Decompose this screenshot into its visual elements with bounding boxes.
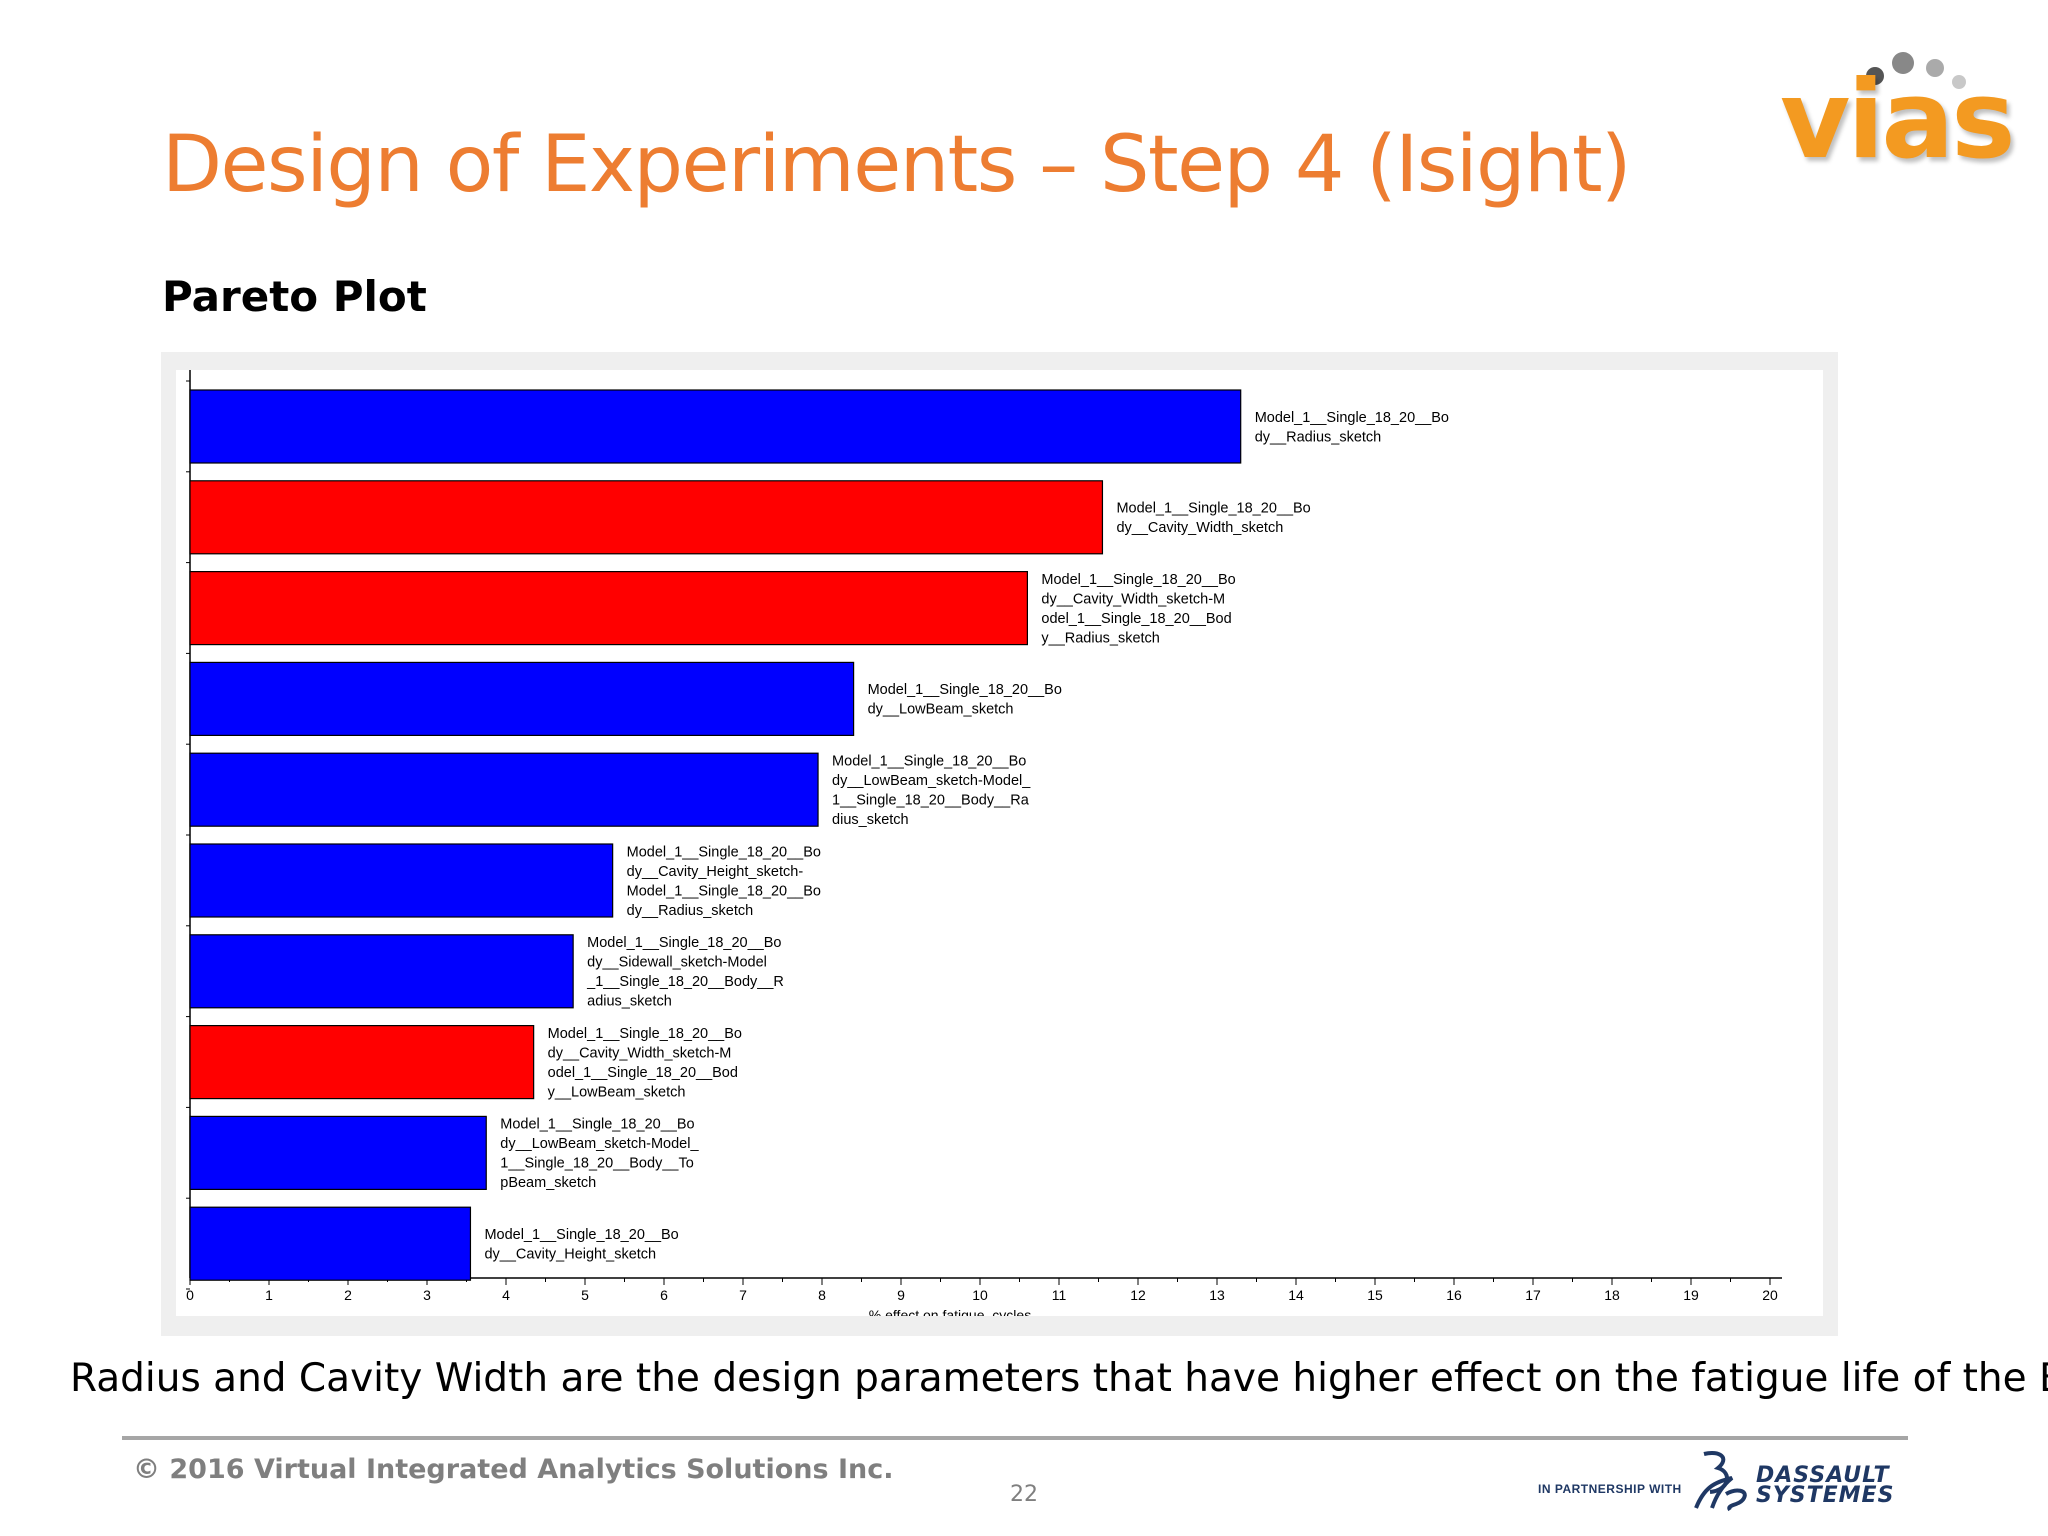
x-axis-label: % effect on fatigue_cycles [869,1307,1031,1316]
chart-svg: 0 1 2 3 4 5 6 7 8 9 10 11 12 13 14 15 16 17 18 19 20% effect… [186,370,1782,1316]
x-tick-label: 6 [660,1287,668,1303]
x-tick-label: 15 [1367,1287,1383,1303]
bar-label-line: dy__Cavity_Width_sketch-M [1041,591,1225,607]
x-tick-label: 16 [1446,1287,1462,1303]
plot-area: 0 1 2 3 4 5 6 7 8 9 10 11 12 13 14 15 16 17 18 19 20% effect… [176,370,1823,1316]
bar [189,1115,487,1191]
dassault-wordmark-line2: SYSTEMES [1756,1483,1895,1508]
bar-label-line: 1__Single_18_20__Body__To [500,1156,694,1172]
x-tick-label: 20 [1762,1287,1778,1303]
x-tick-label: 5 [581,1287,589,1303]
bar-label: Model_1__Single_18_20__Bo dy__Cavity_Widt… [1041,572,1235,647]
bar [189,843,614,918]
bar-label-line: Model_1__Single_18_20__Bo [627,844,821,860]
slide-title: Design of Experiments – Step 4 (Isight) [162,120,1631,210]
pareto-chart: 0 1 2 3 4 5 6 7 8 9 10 11 12 13 14 15 16 17 18 19 20% effect… [161,352,1838,1336]
bar-label-line: Model_1__Single_18_20__Bo [1255,410,1449,426]
bar-label-line: _1__Single_18_20__Body__R [586,974,784,990]
bar-label-line: pBeam_sketch [500,1175,596,1191]
bar-label: Model_1__Single_18_20__Bo dy__Cavity_Widt… [1116,501,1310,537]
bar-label-line: dius_sketch [832,812,909,828]
partner-label: IN PARTNERSHIP WITH [1538,1482,1682,1496]
bar-label: Model_1__Single_18_20__Bo dy__LowBeam_ske… [500,1117,699,1192]
x-tick-label: 0 [186,1287,194,1303]
logo-text: vias [1780,58,2016,183]
x-tick-label: 8 [818,1287,826,1303]
bar-label-line: odel_1__Single_18_20__Bod [548,1065,738,1081]
bar-label-line: Model_1__Single_18_20__Bo [627,883,821,899]
bar-label: Model_1__Single_18_20__Bo dy__Cavity_Heig… [627,844,821,919]
x-tick-label: 18 [1604,1287,1620,1303]
x-tick-label: 14 [1288,1287,1304,1303]
bar-label-line: dy__LowBeam_sketch [868,702,1014,718]
bar-label-line: Model_1__Single_18_20__Bo [484,1227,678,1243]
x-tick-label: 9 [897,1287,905,1303]
chart-heading: Pareto Plot [162,272,427,321]
bar [189,571,1029,646]
bar-label-line: dy__LowBeam_sketch-Model_ [500,1136,699,1152]
bar-label-line: adius_sketch [587,994,672,1010]
bar-label: Model_1__Single_18_20__Bo dy__Sidewall_sk… [586,935,784,1010]
bar-label-line: dy__Cavity_Width_sketch-M [548,1045,732,1061]
x-tick-label: 17 [1525,1287,1541,1303]
logo-dots-icon [1866,52,1966,89]
bar-label-line: dy__Radius_sketch [1255,429,1382,445]
bar-label-line: Model_1__Single_18_20__Bo [587,935,781,951]
bar-label-line: odel_1__Single_18_20__Bod [1041,611,1231,627]
conclusion-text: Radius and Cavity Width are the design p… [70,1356,2048,1401]
x-tick-label: 13 [1209,1287,1225,1303]
x-tick-label: 7 [739,1287,747,1303]
bar-label-line: Model_1__Single_18_20__Bo [832,753,1026,769]
bar [189,661,855,736]
dassault-wordmark-line1: DASSAULT [1756,1463,1890,1488]
dassault-logo-icon [1694,1451,1747,1512]
bar-label-line: y__LowBeam_sketch [548,1084,686,1100]
x-tick-label: 3 [423,1287,431,1303]
x-tick-label: 12 [1130,1287,1146,1303]
bar-label-line: dy__Sidewall_sketch-Model [587,955,767,971]
vias-logo: vias [1775,48,2016,183]
bar-label: Model_1__Single_18_20__Bo dy__LowBeam_ske… [868,682,1062,718]
bar-label-line: dy__Cavity_Height_sketch [484,1246,656,1262]
x-tick-label: 1 [265,1287,273,1303]
bar-label: Model_1__Single_18_20__Bo dy__LowBeam_ske… [832,753,1031,828]
bar-label-line: dy__LowBeam_sketch-Model_ [832,773,1031,789]
x-tick-label: 10 [972,1287,988,1303]
bar [189,1206,472,1281]
bar-label-line: Model_1__Single_18_20__Bo [1041,572,1235,588]
bar-label-line: 1__Single_18_20__Body__Ra [832,792,1030,808]
x-tick-label: 2 [344,1287,352,1303]
bar-label-line: dy__Radius_sketch [627,903,754,919]
bar-label-line: dy__Cavity_Height_sketch- [627,864,804,880]
x-tick-label: 11 [1052,1287,1067,1303]
bar-label-line: Model_1__Single_18_20__Bo [868,682,1062,698]
bar-label-line: dy__Cavity_Width_sketch [1116,520,1283,536]
x-tick-label: 19 [1683,1287,1699,1303]
bar [189,389,1242,464]
bar-label-line: Model_1__Single_18_20__Bo [500,1117,694,1133]
dassault-wordmark: DASSAULT SYSTEMES [1756,1463,1916,1508]
bar-label-line: Model_1__Single_18_20__Bo [1116,501,1310,517]
bar-label: Model_1__Single_18_20__Bo dy__Cavity_Heig… [484,1227,678,1263]
bar [189,480,1104,555]
bar [189,752,819,827]
copyright-text: © 2016 Virtual Integrated Analytics Solu… [133,1454,894,1485]
page-number: 22 [1010,1482,1038,1507]
x-tick-label: 4 [502,1287,510,1303]
bar-label-line: y__Radius_sketch [1041,630,1160,646]
bar [189,1024,535,1100]
bar-label: Model_1__Single_18_20__Bo dy__Cavity_Widt… [548,1026,742,1101]
bar-label: Model_1__Single_18_20__Bo dy__Radius_sket… [1255,410,1449,446]
footer-divider [122,1436,1908,1440]
bar [189,934,574,1009]
bar-label-line: Model_1__Single_18_20__Bo [548,1026,742,1042]
